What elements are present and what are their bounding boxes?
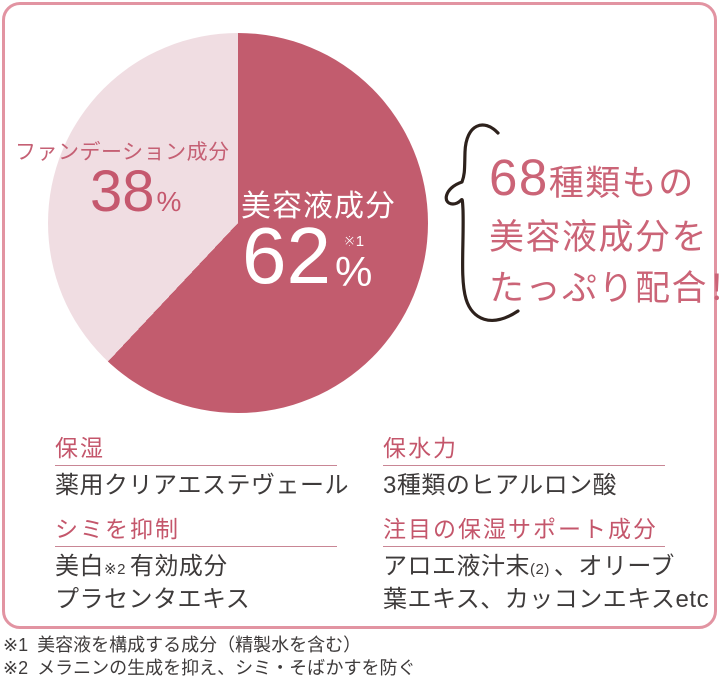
footnote-2-text: メラニンの生成を抑え、シミ・そばかすを防ぐ xyxy=(37,658,416,678)
feature-body-line: アロエ液汁末(2) 、オリーブ xyxy=(383,552,674,585)
feature-footnote-ref: ※2 xyxy=(104,561,126,578)
serum-slice-value: 62 ※1 % xyxy=(242,211,373,300)
serum-percent-sign: % xyxy=(334,248,373,295)
feature-heading: 保湿 xyxy=(55,434,337,466)
feature-heading: 保水力 xyxy=(383,434,665,466)
serum-slice-label: 美容液成分 xyxy=(241,190,396,223)
feature-heading: シミを抑制 xyxy=(55,515,337,547)
footnote-2: ※2 メラニンの生成を抑え、シミ・そばかすを防ぐ xyxy=(3,657,415,680)
feature-body-pre: アロエ液汁末 xyxy=(383,553,530,580)
callout-count: 68 xyxy=(489,149,549,206)
feature-body-line: 薬用クリアエステヴェール xyxy=(55,472,349,499)
feature-body-pre: 美白 xyxy=(55,553,104,580)
feature-body-post: 、オリーブ xyxy=(553,553,675,580)
footnote-1-marker: ※1 xyxy=(3,635,29,655)
curly-brace-icon xyxy=(444,123,520,322)
feature-body-line: 美白※2 有効成分 xyxy=(55,552,337,585)
callout-text: 68種類もの 美容液成分を たっぷり配合！ xyxy=(489,150,721,314)
footnote-2-marker: ※2 xyxy=(3,658,29,678)
foundation-percent-number: 38 xyxy=(90,159,155,224)
callout-line-1: 68種類もの xyxy=(489,150,721,212)
footnote-1: ※1 美容液を構成する成分（精製水を含む） xyxy=(3,634,415,657)
foundation-slice-value: 38 % xyxy=(90,159,182,224)
feature-body-line: プラセンタエキス xyxy=(55,586,251,613)
feature-heading: 注目の保湿サポート成分 xyxy=(383,515,665,547)
foundation-percent-sign: % xyxy=(156,186,182,217)
serum-percent-stack: ※1 % xyxy=(334,233,373,295)
serum-percent-number: 62 xyxy=(242,211,331,300)
foundation-slice-label: ファンデーション成分 xyxy=(15,141,230,164)
feature-spot-control: シミを抑制 美白※2 有効成分 プラセンタエキス xyxy=(55,515,337,615)
feature-water-retention: 保水力 3種類のヒアルロン酸 xyxy=(383,434,665,501)
pie-chart xyxy=(48,33,428,413)
callout-line-1-rest: 種類もの xyxy=(548,164,695,203)
feature-moisture-support: 注目の保湿サポート成分 アロエ液汁末(2) 、オリーブ 葉エキス、カッコンエキスe… xyxy=(383,515,710,615)
callout-line-2: 美容液成分を xyxy=(489,218,709,257)
feature-body-post: 有効成分 xyxy=(129,553,228,580)
feature-body-line: 3種類のヒアルロン酸 xyxy=(383,472,618,499)
feature-body-line: 葉エキス、カッコンエキスetc xyxy=(383,586,710,613)
feature-moisturizing: 保湿 薬用クリアエステヴェール xyxy=(55,434,349,501)
footnotes: ※1 美容液を構成する成分（精製水を含む） ※2 メラニンの生成を抑え、シミ・そばか… xyxy=(3,634,415,680)
rounded-frame xyxy=(2,2,717,629)
footnote-1-text: 美容液を構成する成分（精製水を含む） xyxy=(37,635,362,655)
serum-footnote-ref: ※1 xyxy=(343,233,365,250)
callout-line-3: たっぷり配合！ xyxy=(489,269,721,308)
feature-ingredient-ref: (2) xyxy=(530,561,550,578)
